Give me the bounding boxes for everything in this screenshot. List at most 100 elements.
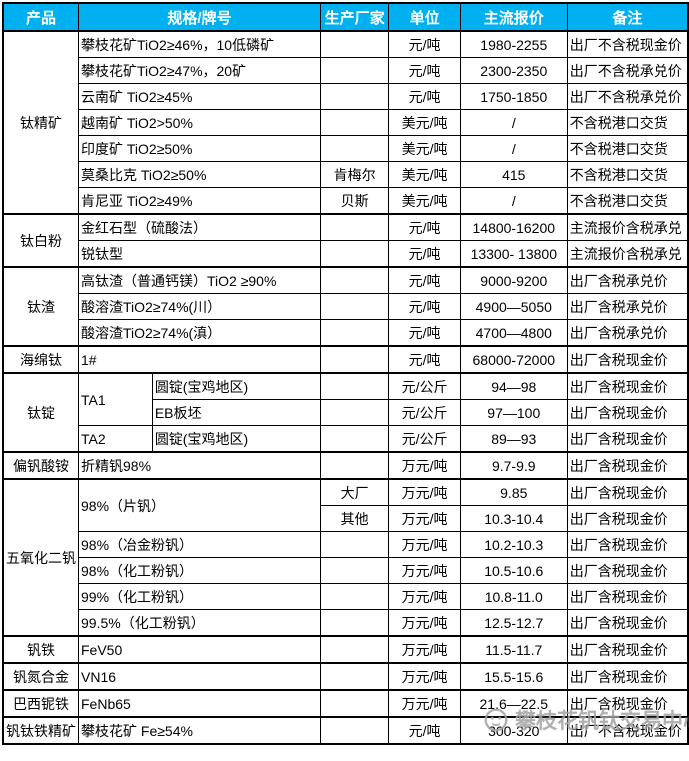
spec-cell: 酸溶渣TiO2≥74%(川） [78, 293, 321, 320]
maker-cell [319, 293, 390, 320]
grade-cell: TA2 [78, 425, 153, 453]
spec-cell: 98%（化工粉钒） [78, 557, 321, 584]
product-cell: 钒钛铁精矿 [2, 716, 79, 745]
note-cell: 不含税港口交货 [566, 187, 689, 215]
maker-cell: 其他 [319, 505, 390, 532]
maker-cell: 大厂 [319, 478, 390, 506]
unit-cell: 万元/吨 [388, 478, 461, 506]
note-cell: 出厂含税现金价 [566, 689, 689, 718]
col-header-note: 备注 [566, 2, 689, 32]
unit-cell: 元/吨 [388, 319, 461, 347]
table-row: 钒钛铁精矿 攀枝花矿 Fe≥54% 元/吨 300-320 出厂不含税现金价 [2, 716, 689, 745]
spec-cell: 99%（化工粉钒） [78, 583, 321, 610]
spec-cell: 折精钒98% [78, 451, 321, 480]
table-row: 98%（冶金粉钒） 万元/吨 10.2-10.3 出厂含税现金价 [3, 531, 689, 558]
table-row: 98%（化工粉钒） 万元/吨 10.5-10.6 出厂含税现金价 [3, 557, 689, 584]
unit-cell: 元/吨 [388, 30, 461, 58]
note-cell: 出厂不含税承兑价 [566, 83, 689, 110]
table-row: 海绵钛 1# 元/吨 68000-72000 出厂含税现金价 [2, 345, 689, 374]
spec-cell: 酸溶渣TiO2≥74%(滇） [78, 319, 321, 347]
price-cell: 10.5-10.6 [459, 557, 568, 584]
spec-cell: EB板坯 [151, 399, 321, 426]
price-cell: 13300- 13800 [459, 240, 568, 268]
price-cell: 415 [459, 161, 568, 188]
product-cell: 钒氮合金 [2, 662, 79, 691]
note-cell: 出厂含税现金价 [566, 345, 689, 374]
table-row: 巴西铌铁 FeNb65 万元/吨 21.6—22.5 出厂含税现金价 [2, 689, 689, 718]
unit-cell: 万元/吨 [388, 505, 461, 532]
col-header-unit: 单位 [388, 2, 461, 32]
unit-cell: 万元/吨 [388, 689, 461, 718]
table-row: EB板坯 元/公斤 97—100 出厂含税现金价 [3, 399, 689, 426]
table-row: 其他 万元/吨 10.3-10.4 出厂含税现金价 [3, 505, 689, 532]
unit-cell: 元/公斤 [388, 425, 461, 453]
price-cell: 10.3-10.4 [459, 505, 568, 532]
spec-cell: FeNb65 [78, 689, 321, 718]
spec-cell: 攀枝花矿TiO2≥47%，20矿 [78, 57, 321, 84]
unit-cell: 元/吨 [388, 240, 461, 268]
maker-cell [319, 689, 390, 718]
price-cell: 14800-16200 [459, 213, 568, 241]
table-row: 酸溶渣TiO2≥74%(滇） 元/吨 4700—4800 出厂含税承兑价 [3, 319, 689, 347]
unit-cell: 元/公斤 [388, 372, 461, 400]
table-row: TA2 圆锭(宝鸡地区) 元/公斤 89—93 出厂含税现金价 [3, 425, 689, 453]
maker-cell: 贝斯 [319, 187, 390, 215]
unit-cell: 美元/吨 [388, 109, 461, 136]
price-cell: 97—100 [459, 399, 568, 426]
spec-cell: 99.5%（化工粉钒） [78, 609, 321, 637]
grade-cell: TA1 [78, 372, 153, 426]
col-header-product: 产品 [2, 2, 79, 32]
maker-cell [319, 266, 390, 294]
table-row: 莫桑比克 TiO2≥50% 肯梅尔 美元/吨 415 不含税港口交货 [3, 161, 689, 188]
table-row: 钒氮合金 VN16 万元/吨 15.5-15.6 出厂含税现金价 [2, 662, 689, 691]
header-row: 产品 规格/牌号 生产厂家 单位 主流报价 备注 [2, 2, 689, 32]
unit-cell: 万元/吨 [388, 583, 461, 610]
spec-cell: 圆锭(宝鸡地区) [151, 425, 321, 453]
maker-cell [319, 609, 390, 637]
spec-cell: 印度矿 TiO2≥50% [78, 135, 321, 162]
spec-cell: 高钛渣（普通钙镁）TiO2 ≥90% [78, 266, 321, 294]
maker-cell [319, 531, 390, 558]
table-row: 肯尼亚 TiO2≥49% 贝斯 美元/吨 / 不含税港口交货 [3, 187, 689, 215]
col-header-spec: 规格/牌号 [78, 2, 321, 32]
note-cell: 出厂含税现金价 [566, 635, 689, 664]
unit-cell: 万元/吨 [388, 662, 461, 691]
spec-cell: VN16 [78, 662, 321, 691]
maker-cell [319, 57, 390, 84]
price-cell: 12.5-12.7 [459, 609, 568, 637]
note-cell: 出厂含税现金价 [566, 505, 689, 532]
product-cell: 五氧化二钒 [2, 478, 79, 637]
note-cell: 出厂含税现金价 [566, 372, 689, 400]
note-cell: 出厂含税现金价 [566, 662, 689, 691]
spec-cell: 莫桑比克 TiO2≥50% [78, 161, 321, 188]
note-cell: 主流报价含税承兑 [566, 240, 689, 268]
product-cell: 钒铁 [2, 635, 79, 664]
price-cell: 10.8-11.0 [459, 583, 568, 610]
spec-cell: 攀枝花矿 Fe≥54% [78, 716, 321, 745]
table-row: 印度矿 TiO2≥50% 美元/吨 / 不含税港口交货 [3, 135, 689, 162]
maker-cell [319, 635, 390, 664]
spec-cell: 金红石型（硫酸法） [78, 213, 321, 241]
spec-cell: 越南矿 TiO2>50% [78, 109, 321, 136]
note-cell: 出厂不含税现金价 [566, 30, 689, 58]
note-cell: 出厂含税承兑价 [566, 293, 689, 320]
note-cell: 出厂不含税承兑价 [566, 57, 689, 84]
price-cell: 21.6—22.5 [459, 689, 568, 718]
table-row: 钛白粉 金红石型（硫酸法） 元/吨 14800-16200 主流报价含税承兑 [2, 213, 689, 268]
unit-cell: 元/吨 [388, 716, 461, 745]
price-table: 产品 规格/牌号 生产厂家 单位 主流报价 备注 钛精矿 攀枝花矿TiO2≥46… [2, 2, 689, 745]
maker-cell [319, 30, 390, 58]
note-cell: 不含税港口交货 [566, 109, 689, 136]
price-cell: 1980-2255 [459, 30, 568, 58]
table-row: 攀枝花矿TiO2≥47%，20矿 元/吨 2300-2350 出厂不含税承兑价 [3, 57, 689, 84]
unit-cell: 元/吨 [388, 57, 461, 84]
product-cell: 偏钒酸铵 [2, 451, 79, 480]
unit-cell: 万元/吨 [388, 635, 461, 664]
table-row: 云南矿 TiO2≥45% 元/吨 1750-1850 出厂不含税承兑价 [3, 83, 689, 110]
unit-cell: 元/吨 [388, 213, 461, 241]
unit-cell: 万元/吨 [388, 557, 461, 584]
spec-cell: FeV50 [78, 635, 321, 664]
table-row: 越南矿 TiO2>50% 美元/吨 / 不含税港口交货 [3, 109, 689, 136]
price-cell: 9000-9200 [459, 266, 568, 294]
table-row: 偏钒酸铵 折精钒98% 万元/吨 9.7-9.9 出厂含税现金价 [2, 451, 689, 480]
